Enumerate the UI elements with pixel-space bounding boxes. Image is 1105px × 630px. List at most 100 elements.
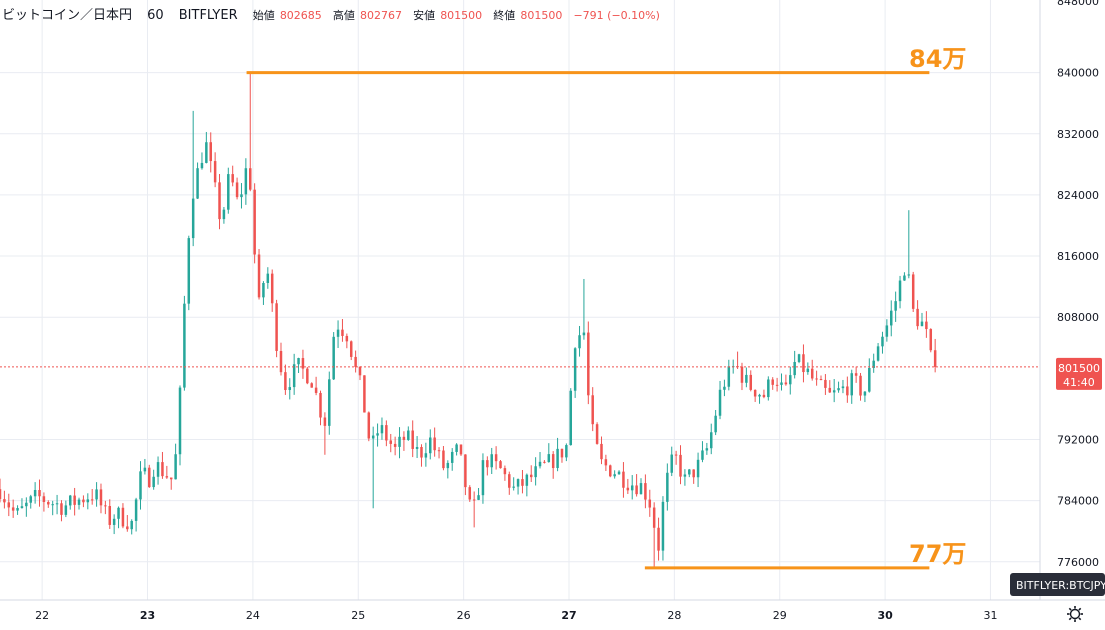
candle-body: [753, 389, 757, 397]
candle-body: [652, 507, 656, 528]
candle-body: [437, 450, 441, 452]
candle-body: [525, 474, 529, 486]
candle: [402, 431, 406, 451]
candle-body: [516, 479, 520, 487]
candle-body: [551, 454, 555, 469]
x-tick-label: 25: [351, 609, 365, 622]
candle: [613, 470, 616, 479]
candle-body: [38, 489, 41, 497]
candle: [139, 461, 142, 510]
candle-body: [635, 485, 638, 495]
candle: [121, 503, 125, 529]
candle: [385, 420, 388, 447]
candle: [797, 353, 801, 364]
candle: [890, 300, 893, 337]
candle-body: [301, 358, 305, 369]
candle: [446, 460, 450, 479]
candle: [578, 325, 581, 357]
candle-body: [810, 368, 814, 379]
candle: [815, 370, 818, 386]
candle: [749, 370, 753, 392]
candle-body: [20, 506, 24, 509]
candle-body: [661, 501, 665, 551]
x-tick-label: 28: [667, 609, 681, 622]
candle: [314, 376, 318, 396]
candle: [82, 495, 85, 508]
candle: [442, 445, 445, 471]
candle-body: [762, 394, 766, 398]
candle-body: [332, 336, 335, 380]
candle-body: [872, 360, 875, 368]
candle-body: [402, 436, 406, 440]
candle: [819, 375, 823, 381]
candle-body: [784, 382, 788, 385]
candle-body: [244, 168, 248, 195]
candle-body: [780, 382, 783, 385]
gear-icon-tooth: [1068, 617, 1072, 621]
candle-body: [380, 425, 384, 434]
candle-body: [547, 454, 551, 463]
candle: [266, 267, 270, 289]
candle-body: [582, 332, 586, 336]
candle: [701, 441, 704, 463]
gear-icon[interactable]: [1067, 606, 1083, 622]
candle-body: [806, 368, 810, 373]
candle: [288, 378, 292, 400]
symbol-badge-text: BITFLYER:BTCJPY: [1016, 579, 1105, 592]
candle-body: [486, 460, 489, 468]
candle-body: [319, 392, 322, 418]
candle: [762, 389, 766, 399]
candle-body: [490, 454, 493, 468]
candle-body: [376, 433, 379, 436]
candle-body: [591, 395, 594, 425]
candle-body: [7, 502, 11, 508]
price-axis[interactable]: [1040, 0, 1105, 600]
candle-body: [446, 462, 450, 469]
candle: [674, 450, 678, 465]
candle: [191, 110, 195, 247]
candle: [25, 497, 28, 517]
candle: [560, 448, 564, 463]
candle-body: [459, 444, 463, 455]
candle-body: [929, 329, 933, 351]
candle-body: [279, 350, 283, 373]
candle: [911, 271, 915, 312]
candle-body: [227, 174, 230, 210]
candle: [341, 319, 344, 342]
candle-body: [789, 375, 792, 385]
candle: [354, 350, 357, 373]
candle: [468, 485, 472, 502]
candle-body: [191, 198, 195, 239]
candle-body: [797, 354, 801, 362]
candle: [789, 366, 792, 395]
symbol-badge-bg: [1010, 573, 1105, 596]
candle: [411, 420, 414, 458]
candle: [99, 483, 103, 514]
candle: [292, 353, 296, 395]
candle: [55, 494, 59, 515]
candle: [126, 515, 129, 532]
legend-row: ビットコイン／日本円 60 BITFLYER 始値 802685 高値 8027…: [2, 4, 660, 23]
candle: [301, 349, 305, 379]
candle-body: [433, 437, 436, 451]
candle: [33, 482, 37, 504]
candle-body: [881, 336, 884, 347]
candle-body: [859, 375, 862, 396]
candle-body: [674, 454, 678, 456]
candle: [363, 375, 366, 413]
candle: [723, 379, 726, 397]
candle-body: [385, 425, 388, 441]
candle-body: [481, 460, 485, 496]
candle: [639, 478, 643, 495]
candle: [837, 381, 840, 393]
candle: [104, 500, 107, 515]
candle-body: [854, 373, 858, 376]
y-tick-label: 824000: [1057, 189, 1099, 202]
candle-body: [863, 391, 867, 396]
candle: [464, 454, 467, 496]
time-axis[interactable]: [0, 600, 1105, 626]
candle: [529, 465, 533, 483]
candle: [648, 489, 652, 517]
candle-body: [68, 495, 72, 506]
